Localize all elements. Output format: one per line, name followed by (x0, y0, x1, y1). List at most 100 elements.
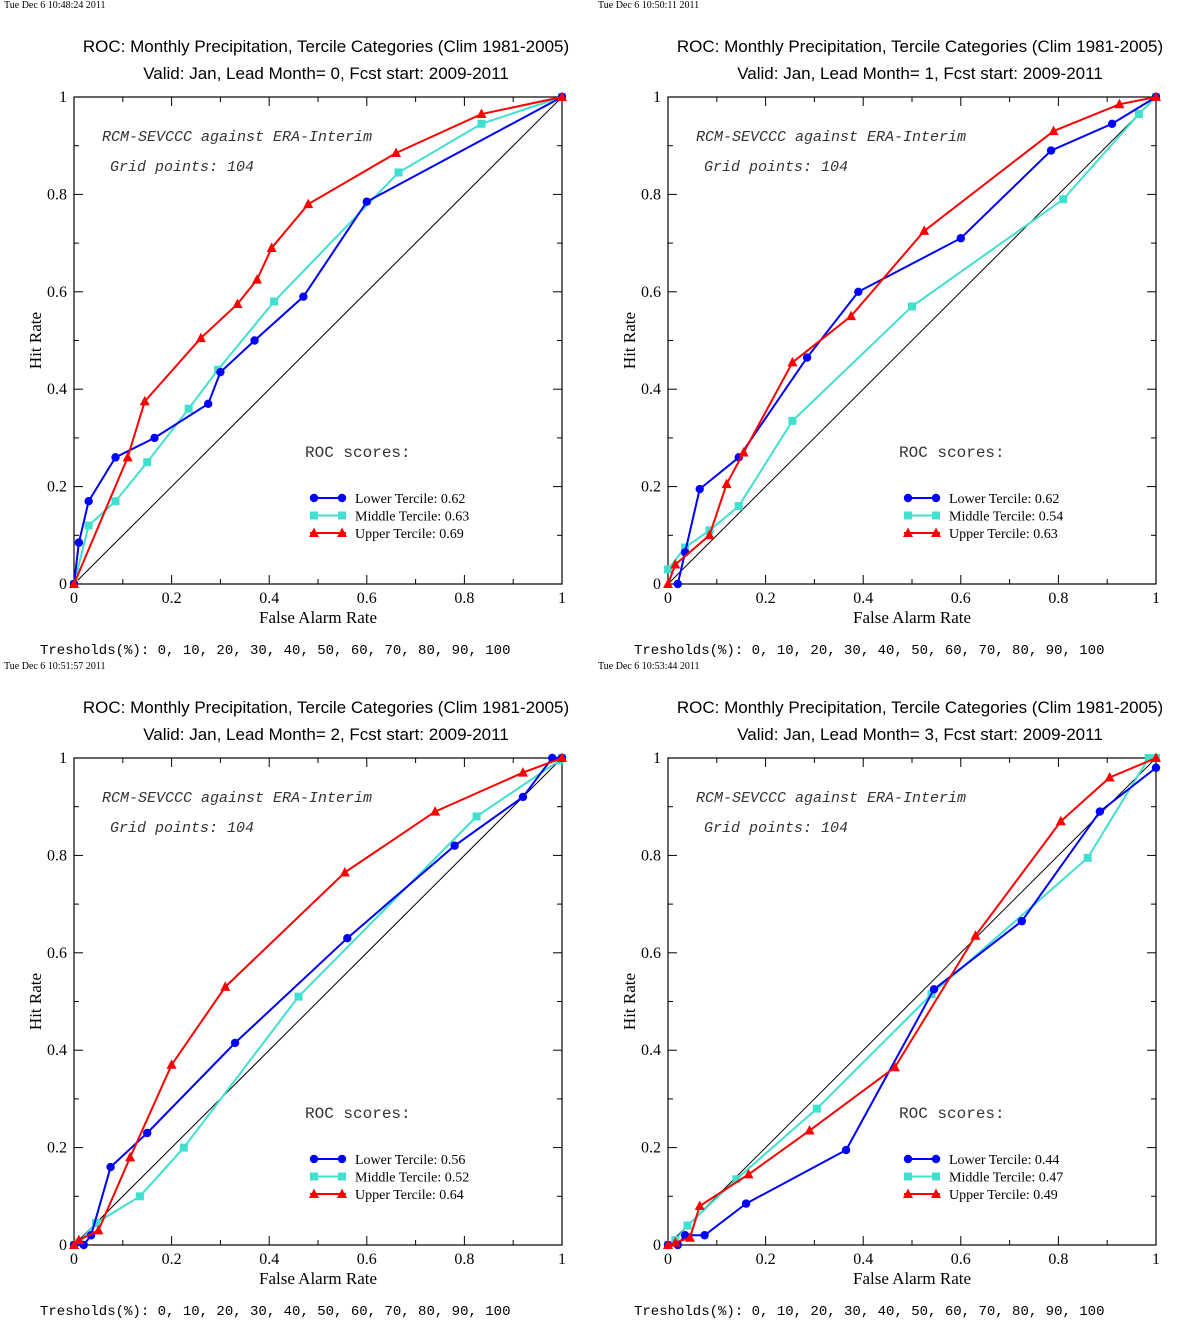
timestamp: Tue Dec 6 10:53:44 2011 (598, 661, 700, 672)
chart-subtitle: Valid: Jan, Lead Month= 1, Fcst start: 2… (737, 64, 1103, 83)
x-tick-label: 0.8 (454, 590, 474, 607)
data-point-upper (663, 1239, 673, 1249)
data-point-lower (343, 933, 352, 943)
x-tick-label: 1 (1152, 1251, 1160, 1268)
data-point-upper (430, 806, 441, 816)
x-tick-label: 0.8 (1048, 590, 1068, 607)
y-tick-label: 0 (59, 1237, 67, 1254)
legend-marker-upper (309, 527, 319, 537)
data-point-lower (1046, 146, 1056, 155)
data-point-upper (743, 1168, 754, 1179)
data-point-upper (721, 478, 732, 489)
data-point-middle (394, 168, 403, 177)
y-tick-label: 1 (653, 750, 661, 767)
legend-marker-upper (931, 1188, 941, 1198)
data-point-lower (1017, 916, 1026, 926)
thresholds-caption: Tresholds(%): 0, 10, 20, 30, 40, 50, 60,… (634, 1304, 1105, 1320)
legend-label-lower: Lower Tercile: 0.56 (355, 1153, 465, 1168)
x-tick-label: 1 (1152, 590, 1160, 607)
y-tick-label: 0.4 (47, 1042, 67, 1059)
data-point-middle (135, 1192, 144, 1201)
x-axis-label: False Alarm Rate (853, 1269, 971, 1288)
legend-marker-lower (337, 1154, 347, 1164)
x-axis-label: False Alarm Rate (259, 608, 377, 627)
timestamp: Tue Dec 6 10:51:57 2011 (4, 661, 106, 672)
data-point-upper (73, 1234, 84, 1245)
data-point-upper (970, 930, 981, 940)
annotation-model: RCM-SEVCCC against ERA-Interim (696, 790, 966, 807)
data-point-middle (812, 1104, 821, 1113)
data-point-middle (683, 1221, 692, 1230)
x-tick-label: 0.6 (951, 1251, 971, 1268)
data-point-lower (741, 1199, 751, 1208)
legend-marker-middle (904, 511, 912, 520)
legend-marker-middle (310, 511, 318, 520)
timestamp: Tue Dec 6 10:50:11 2011 (598, 0, 700, 11)
roc-plot-svg: 00 0.2 0.2 0.4 0.4 0.6 0.6 0.8 0.8 1 1 False Alarm … (26, 89, 567, 627)
roc-panel-3: Tue Dec 6 10:53:44 2011 ROC: Monthly Prec… (594, 661, 1187, 1322)
data-point-upper (846, 310, 856, 321)
data-point-middle (294, 992, 303, 1001)
data-point-upper (557, 752, 567, 762)
data-point-middle (1134, 110, 1143, 119)
data-point-middle (84, 521, 93, 530)
data-point-lower (204, 399, 213, 409)
annotation-gridpoints: Grid points: 104 (704, 820, 848, 837)
data-point-lower (673, 579, 682, 589)
data-point-lower (841, 1145, 851, 1155)
y-tick-label: 0 (653, 1237, 661, 1254)
data-point-upper (339, 866, 350, 877)
legend-title: ROC scores: (899, 1105, 1005, 1123)
data-point-upper (557, 91, 567, 101)
y-tick-label: 0.8 (47, 186, 67, 203)
y-tick-label: 0.2 (641, 479, 661, 496)
data-point-middle (734, 502, 743, 511)
x-tick-label: 0.4 (259, 1251, 279, 1268)
data-point-middle (664, 565, 672, 574)
legend-marker-lower (309, 1154, 319, 1164)
data-point-middle (270, 297, 279, 306)
annotation-model: RCM-SEVCCC against ERA-Interim (696, 129, 966, 146)
chart-title: ROC: Monthly Precipitation, Tercile Cate… (676, 698, 1164, 717)
data-point-upper (704, 529, 715, 540)
x-tick-label: 0.2 (756, 590, 776, 607)
legend-marker-lower (931, 1154, 941, 1164)
data-point-lower (143, 1128, 152, 1138)
y-axis-label: Hit Rate (26, 973, 45, 1030)
timestamp: Tue Dec 6 10:48:24 2011 (4, 0, 106, 11)
annotation-gridpoints: Grid points: 104 (110, 820, 254, 837)
data-point-lower (1107, 119, 1117, 128)
y-tick-label: 1 (59, 89, 67, 106)
data-point-lower (450, 841, 459, 850)
data-point-middle (184, 404, 193, 413)
data-point-upper (139, 395, 150, 406)
legend-label-middle: Middle Tercile: 0.52 (355, 1171, 469, 1186)
y-tick-label: 0.6 (47, 284, 67, 301)
data-point-upper (122, 451, 133, 462)
x-tick-label: 1 (558, 590, 566, 607)
y-axis-label: Hit Rate (26, 312, 45, 369)
x-tick-label: 1 (558, 1251, 566, 1268)
y-tick-label: 0.2 (47, 479, 67, 496)
data-point-lower (1095, 807, 1105, 816)
y-tick-label: 0.8 (641, 847, 661, 864)
y-tick-label: 0.8 (641, 186, 661, 203)
legend-label-upper: Upper Tercile: 0.64 (355, 1188, 464, 1203)
data-point-upper (684, 1232, 695, 1242)
data-point-upper (1055, 815, 1066, 826)
data-point-lower (106, 1162, 115, 1172)
data-point-upper (889, 1061, 900, 1072)
data-point-upper (694, 1200, 705, 1211)
chart-title: ROC: Monthly Precipitation, Tercile Cate… (82, 698, 570, 717)
data-point-upper (738, 447, 749, 457)
data-point-upper (391, 147, 402, 158)
data-point-upper (919, 225, 930, 235)
data-point-upper (670, 1237, 681, 1247)
y-tick-label: 0.6 (641, 945, 661, 962)
legend-marker-lower (337, 493, 347, 503)
data-point-lower (1151, 763, 1161, 772)
x-tick-label: 0 (664, 590, 672, 607)
data-point-lower (150, 433, 159, 443)
data-point-upper (125, 1151, 136, 1162)
legend-marker-upper (337, 1188, 347, 1198)
